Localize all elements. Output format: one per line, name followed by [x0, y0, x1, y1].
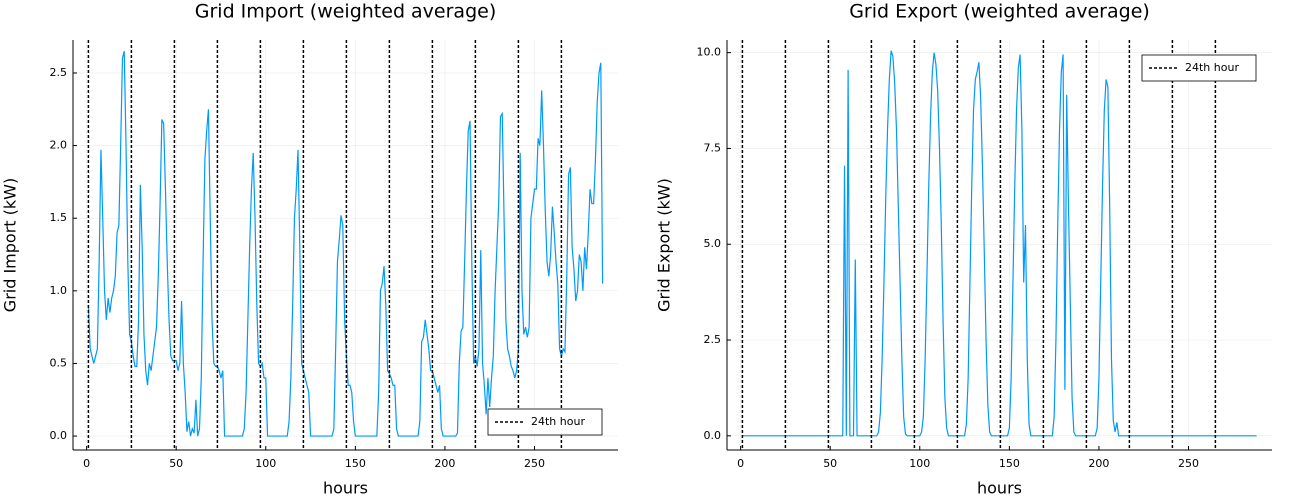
chart-title: Grid Export (weighted average) — [849, 1, 1150, 23]
x-tick-label: 150 — [345, 457, 366, 470]
y-tick-label: 2.5 — [704, 333, 722, 346]
x-tick-label: 200 — [434, 457, 455, 470]
y-tick-label: 2.0 — [50, 139, 68, 152]
legend-label: 24th hour — [531, 415, 585, 428]
x-tick-label: 0 — [737, 457, 744, 470]
x-axis-label: hours — [977, 479, 1022, 498]
data-line — [87, 51, 604, 437]
x-tick-label: 100 — [909, 457, 930, 470]
y-axis-label: Grid Export (kW) — [655, 178, 674, 312]
x-tick-label: 200 — [1088, 457, 1109, 470]
x-tick-label: 250 — [1178, 457, 1199, 470]
y-tick-label: 1.5 — [50, 211, 68, 224]
y-axis-label: Grid Import (kW) — [1, 178, 20, 312]
y-tick-label: 10.0 — [697, 46, 722, 59]
x-tick-label: 0 — [83, 457, 90, 470]
plot: 0 50 100 150 200 250 0.0 2.5 5.0 7.5 10.0 24th hour… — [655, 1, 1272, 498]
y-tick-label: 0.5 — [50, 356, 68, 369]
data-line — [742, 50, 1257, 437]
x-tick-label: 50 — [823, 457, 837, 470]
y-tick-label: 0.0 — [50, 429, 68, 442]
y-tick-label: 5.0 — [704, 237, 722, 250]
chart-title: Grid Import (weighted average) — [195, 1, 496, 23]
legend-label: 24th hour — [1185, 61, 1239, 74]
y-tick-label: 0.0 — [704, 429, 722, 442]
x-axis-label: hours — [323, 479, 368, 498]
x-tick-label: 250 — [524, 457, 545, 470]
plot: 0 50 100 150 200 250 0.0 0.5 1.0 1.5 2.0 2.5 24th ho… — [1, 1, 618, 498]
x-tick-label: 100 — [255, 457, 276, 470]
y-tick-label: 2.5 — [50, 66, 68, 79]
x-tick-label: 50 — [169, 457, 183, 470]
y-tick-label: 1.0 — [50, 284, 68, 297]
x-tick-label: 150 — [999, 457, 1020, 470]
y-tick-label: 7.5 — [704, 141, 722, 154]
